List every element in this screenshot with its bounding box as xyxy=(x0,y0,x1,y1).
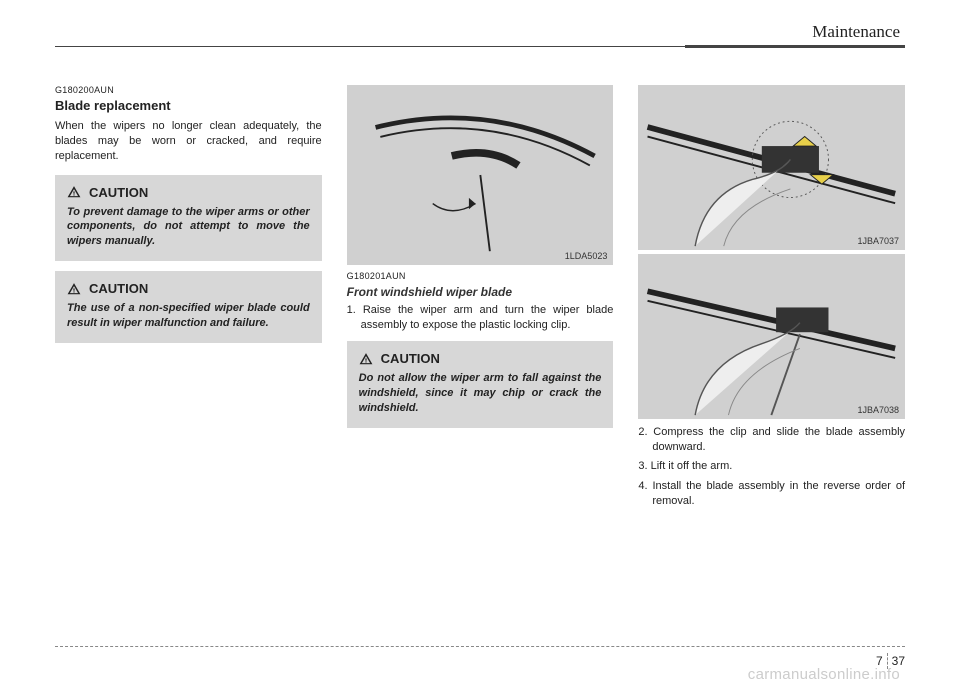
figure-caption: 1LDA5023 xyxy=(565,251,608,261)
figure-caption: 1JBA7038 xyxy=(857,405,899,415)
caution-heading: CAUTION xyxy=(67,281,310,296)
figure-slide-blade: 1JBA7038 xyxy=(638,254,905,419)
watermark: carmanualsonline.info xyxy=(748,666,900,683)
caution-heading: CAUTION xyxy=(67,185,310,200)
caution-body: Do not allow the wiper arm to fall again… xyxy=(359,371,602,416)
subheading-front-wiper: Front windshield wiper blade xyxy=(347,285,614,299)
column-2: 1LDA5023 G180201AUN Front windshield wip… xyxy=(347,85,614,513)
footer-rule xyxy=(55,646,905,647)
caution-heading: CAUTION xyxy=(359,351,602,366)
figure-wiper-blade: 1LDA5023 xyxy=(347,85,614,265)
figure-clip-press: 1JBA7037 xyxy=(638,85,905,250)
clip-press-illustration xyxy=(638,85,905,250)
figure-caption: 1JBA7037 xyxy=(857,236,899,246)
column-3: 1JBA7037 1JBA7038 2. Compress the clip a… xyxy=(638,85,905,513)
heading-blade-replacement: Blade replacement xyxy=(55,98,322,113)
caution-title: CAUTION xyxy=(381,351,440,366)
columns: G180200AUN Blade replacement When the wi… xyxy=(55,85,905,513)
step-2: 2. Compress the clip and slide the blade… xyxy=(638,425,905,455)
caution-box-2: CAUTION The use of a non-specified wiper… xyxy=(55,271,322,343)
procedure-code: G180200AUN xyxy=(55,85,322,95)
caution-body: The use of a non-specified wiper blade c… xyxy=(67,301,310,331)
step-1: 1. Raise the wiper arm and turn the wipe… xyxy=(347,303,614,333)
procedure-code: G180201AUN xyxy=(347,271,614,281)
header-rule xyxy=(55,46,905,47)
column-1: G180200AUN Blade replacement When the wi… xyxy=(55,85,322,513)
intro-text: When the wipers no longer clean ade­quat… xyxy=(55,119,322,165)
step-3: 3. Lift it off the arm. xyxy=(638,459,905,474)
caution-title: CAUTION xyxy=(89,185,148,200)
warning-icon xyxy=(359,352,373,366)
caution-title: CAUTION xyxy=(89,281,148,296)
section-title: Maintenance xyxy=(812,22,900,42)
warning-icon xyxy=(67,282,81,296)
caution-box-1: CAUTION To prevent damage to the wiper a… xyxy=(55,175,322,262)
slide-blade-illustration xyxy=(638,254,905,419)
caution-body: To prevent damage to the wiper arms or o… xyxy=(67,205,310,250)
step-4: 4. Install the blade assembly in the rev… xyxy=(638,479,905,509)
warning-icon xyxy=(67,185,81,199)
caution-box-3: CAUTION Do not allow the wiper arm to fa… xyxy=(347,341,614,428)
wiper-illustration xyxy=(347,85,614,265)
